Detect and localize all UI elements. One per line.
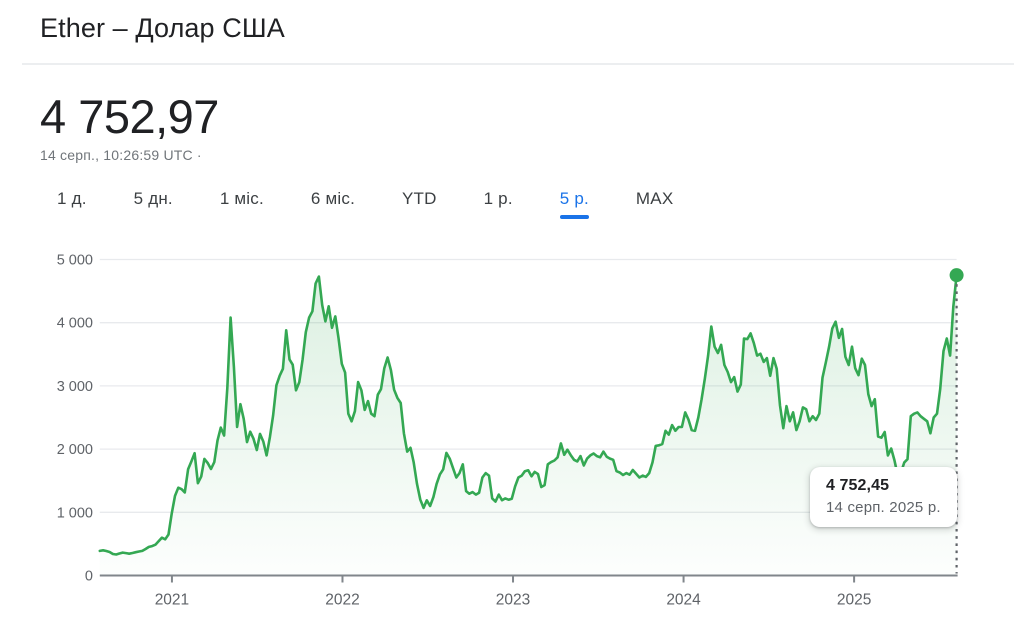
range-tab-1y[interactable]: 1 р. <box>484 189 513 219</box>
x-axis-label: 2024 <box>666 592 701 609</box>
y-axis-label: 4 000 <box>57 316 93 332</box>
tooltip-price: 4 752,45 <box>826 477 890 494</box>
price-line <box>98 273 958 556</box>
y-axis-label: 5 000 <box>57 253 93 269</box>
chart-tooltip: 4 752,45 14 серп. 2025 р. <box>810 467 957 527</box>
range-tab-6m[interactable]: 6 міс. <box>311 189 355 219</box>
x-axis-label: 2025 <box>837 592 871 609</box>
current-point-marker <box>949 268 964 283</box>
page-title: Ether – Долар США <box>40 13 285 43</box>
range-tab-ytd[interactable]: YTD <box>402 189 437 219</box>
current-price: 4 752,97 <box>40 90 219 143</box>
x-axis-label: 2023 <box>496 592 530 609</box>
range-tab-1m[interactable]: 1 міс. <box>220 189 264 219</box>
y-axis-label: 0 <box>85 569 93 585</box>
y-axis-label: 1 000 <box>57 505 93 521</box>
quote-timestamp: 14 серп., 10:26:59 UTC · <box>40 147 202 163</box>
y-axis-label: 2 000 <box>57 442 93 458</box>
range-tab-max[interactable]: MAX <box>636 189 673 219</box>
x-axis-label: 2021 <box>155 592 189 609</box>
y-axis-label: 3 000 <box>57 379 93 395</box>
tooltip-date: 14 серп. 2025 р. <box>826 499 941 516</box>
header-divider <box>22 63 1014 65</box>
range-tab-5y[interactable]: 5 р. <box>560 189 589 219</box>
range-tab-1d[interactable]: 1 д. <box>57 189 87 219</box>
range-tabs: 1 д. 5 дн. 1 міс. 6 міс. YTD 1 р. 5 р. M… <box>57 189 673 219</box>
range-tab-5d[interactable]: 5 дн. <box>134 189 173 219</box>
price-area <box>99 275 957 576</box>
x-axis-label: 2022 <box>325 592 359 609</box>
